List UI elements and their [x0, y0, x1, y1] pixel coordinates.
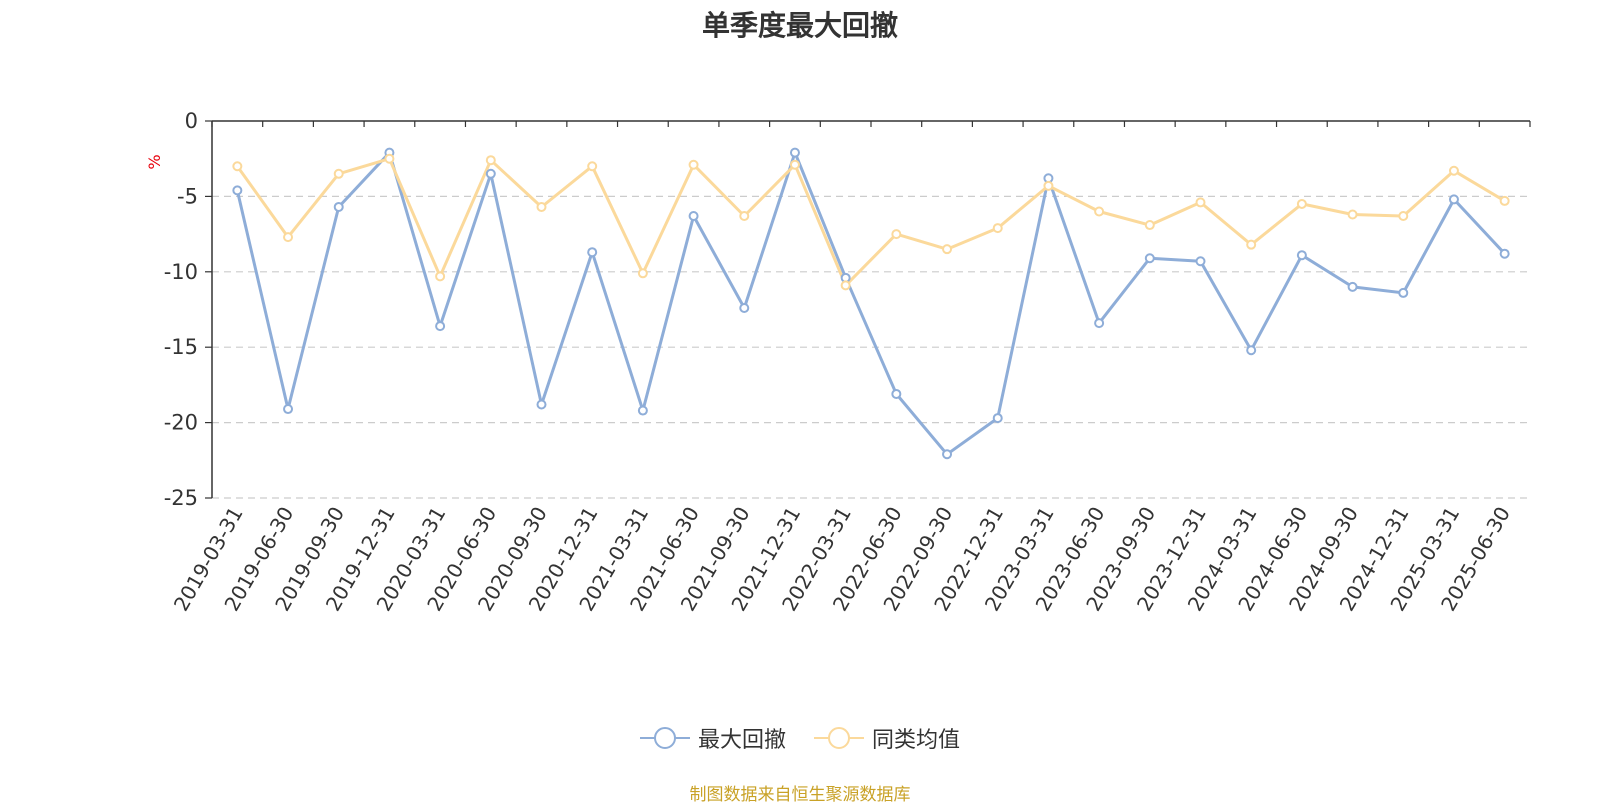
data-point-1-25	[1499, 195, 1510, 206]
data-point-1-6	[536, 201, 547, 212]
data-point-0-20	[1246, 345, 1257, 356]
grid-lines	[212, 195, 1530, 499]
data-point-1-22	[1347, 209, 1358, 220]
series-line-1	[236, 157, 1506, 287]
data-point-0-15	[992, 413, 1003, 424]
data-point-0-11	[789, 147, 800, 158]
data-point-0-23	[1398, 287, 1409, 298]
data-point-1-13	[891, 229, 902, 240]
data-point-1-5	[485, 155, 496, 166]
data-point-1-2	[333, 168, 344, 179]
data-point-1-21	[1296, 198, 1307, 209]
data-point-0-18	[1144, 253, 1155, 264]
legend-item-drawdown[interactable]: 最大回撤	[639, 722, 786, 754]
legend-marker-drawdown	[639, 727, 690, 749]
data-point-0-4	[435, 321, 446, 332]
y-tick-label: -25	[164, 486, 198, 510]
data-point-1-20	[1246, 239, 1257, 250]
data-point-0-13	[891, 388, 902, 399]
data-point-1-14	[942, 244, 953, 255]
data-point-1-3	[384, 153, 395, 164]
y-tick-label: -10	[164, 260, 198, 284]
data-point-1-7	[587, 161, 598, 172]
data-point-1-11	[789, 159, 800, 170]
data-point-1-8	[637, 268, 648, 279]
data-point-0-1	[283, 404, 294, 415]
data-point-1-18	[1144, 220, 1155, 231]
axes	[205, 120, 1531, 499]
data-point-1-12	[840, 280, 851, 291]
data-point-1-24	[1448, 165, 1459, 176]
data-point-0-22	[1347, 281, 1358, 292]
data-point-0-0	[232, 185, 243, 196]
data-point-0-24	[1448, 194, 1459, 205]
data-point-0-10	[739, 302, 750, 313]
data-point-0-21	[1296, 250, 1307, 261]
data-point-1-4	[435, 271, 446, 282]
data-point-0-14	[942, 449, 953, 460]
legend-label-drawdown: 最大回撤	[697, 728, 786, 753]
legend-item-peer-average[interactable]: 同类均值	[814, 722, 960, 754]
legend-marker-peer-average	[814, 727, 864, 749]
data-point-0-8	[637, 405, 648, 416]
legend: 最大回撤 同类均值	[0, 722, 1600, 754]
data-point-0-25	[1499, 248, 1510, 259]
data-point-0-19	[1195, 256, 1206, 267]
legend-label-peer-average: 同类均值	[872, 728, 961, 753]
data-point-1-16	[1043, 180, 1054, 191]
y-tick-label: 0	[185, 109, 198, 133]
y-tick-label: -20	[164, 411, 198, 435]
data-point-1-9	[688, 159, 699, 170]
series-line-0	[235, 151, 1506, 456]
source-note: 制图数据来自恒生聚源数据库	[689, 785, 911, 805]
y-axis-label: %	[145, 154, 164, 169]
data-point-0-5	[485, 168, 496, 179]
data-point-0-6	[536, 399, 547, 410]
data-point-0-7	[587, 247, 598, 258]
chart-title: 单季度最大回撤	[701, 9, 898, 42]
data-point-1-17	[1094, 206, 1105, 217]
y-tick-label: -15	[164, 335, 198, 359]
tick-labels: 0-5-10-15-20-252019-03-312019-06-302019-…	[164, 109, 1515, 615]
data-point-0-2	[333, 201, 344, 212]
series-lines	[235, 151, 1506, 456]
data-point-1-10	[739, 211, 750, 222]
data-point-0-17	[1094, 318, 1105, 329]
data-point-0-9	[688, 211, 699, 222]
data-point-1-0	[232, 161, 243, 172]
data-point-1-1	[283, 232, 294, 243]
data-point-1-23	[1398, 211, 1409, 222]
data-point-1-19	[1195, 197, 1206, 208]
data-point-1-15	[992, 223, 1003, 234]
data-points	[232, 147, 1510, 460]
y-tick-label: -5	[177, 184, 198, 208]
